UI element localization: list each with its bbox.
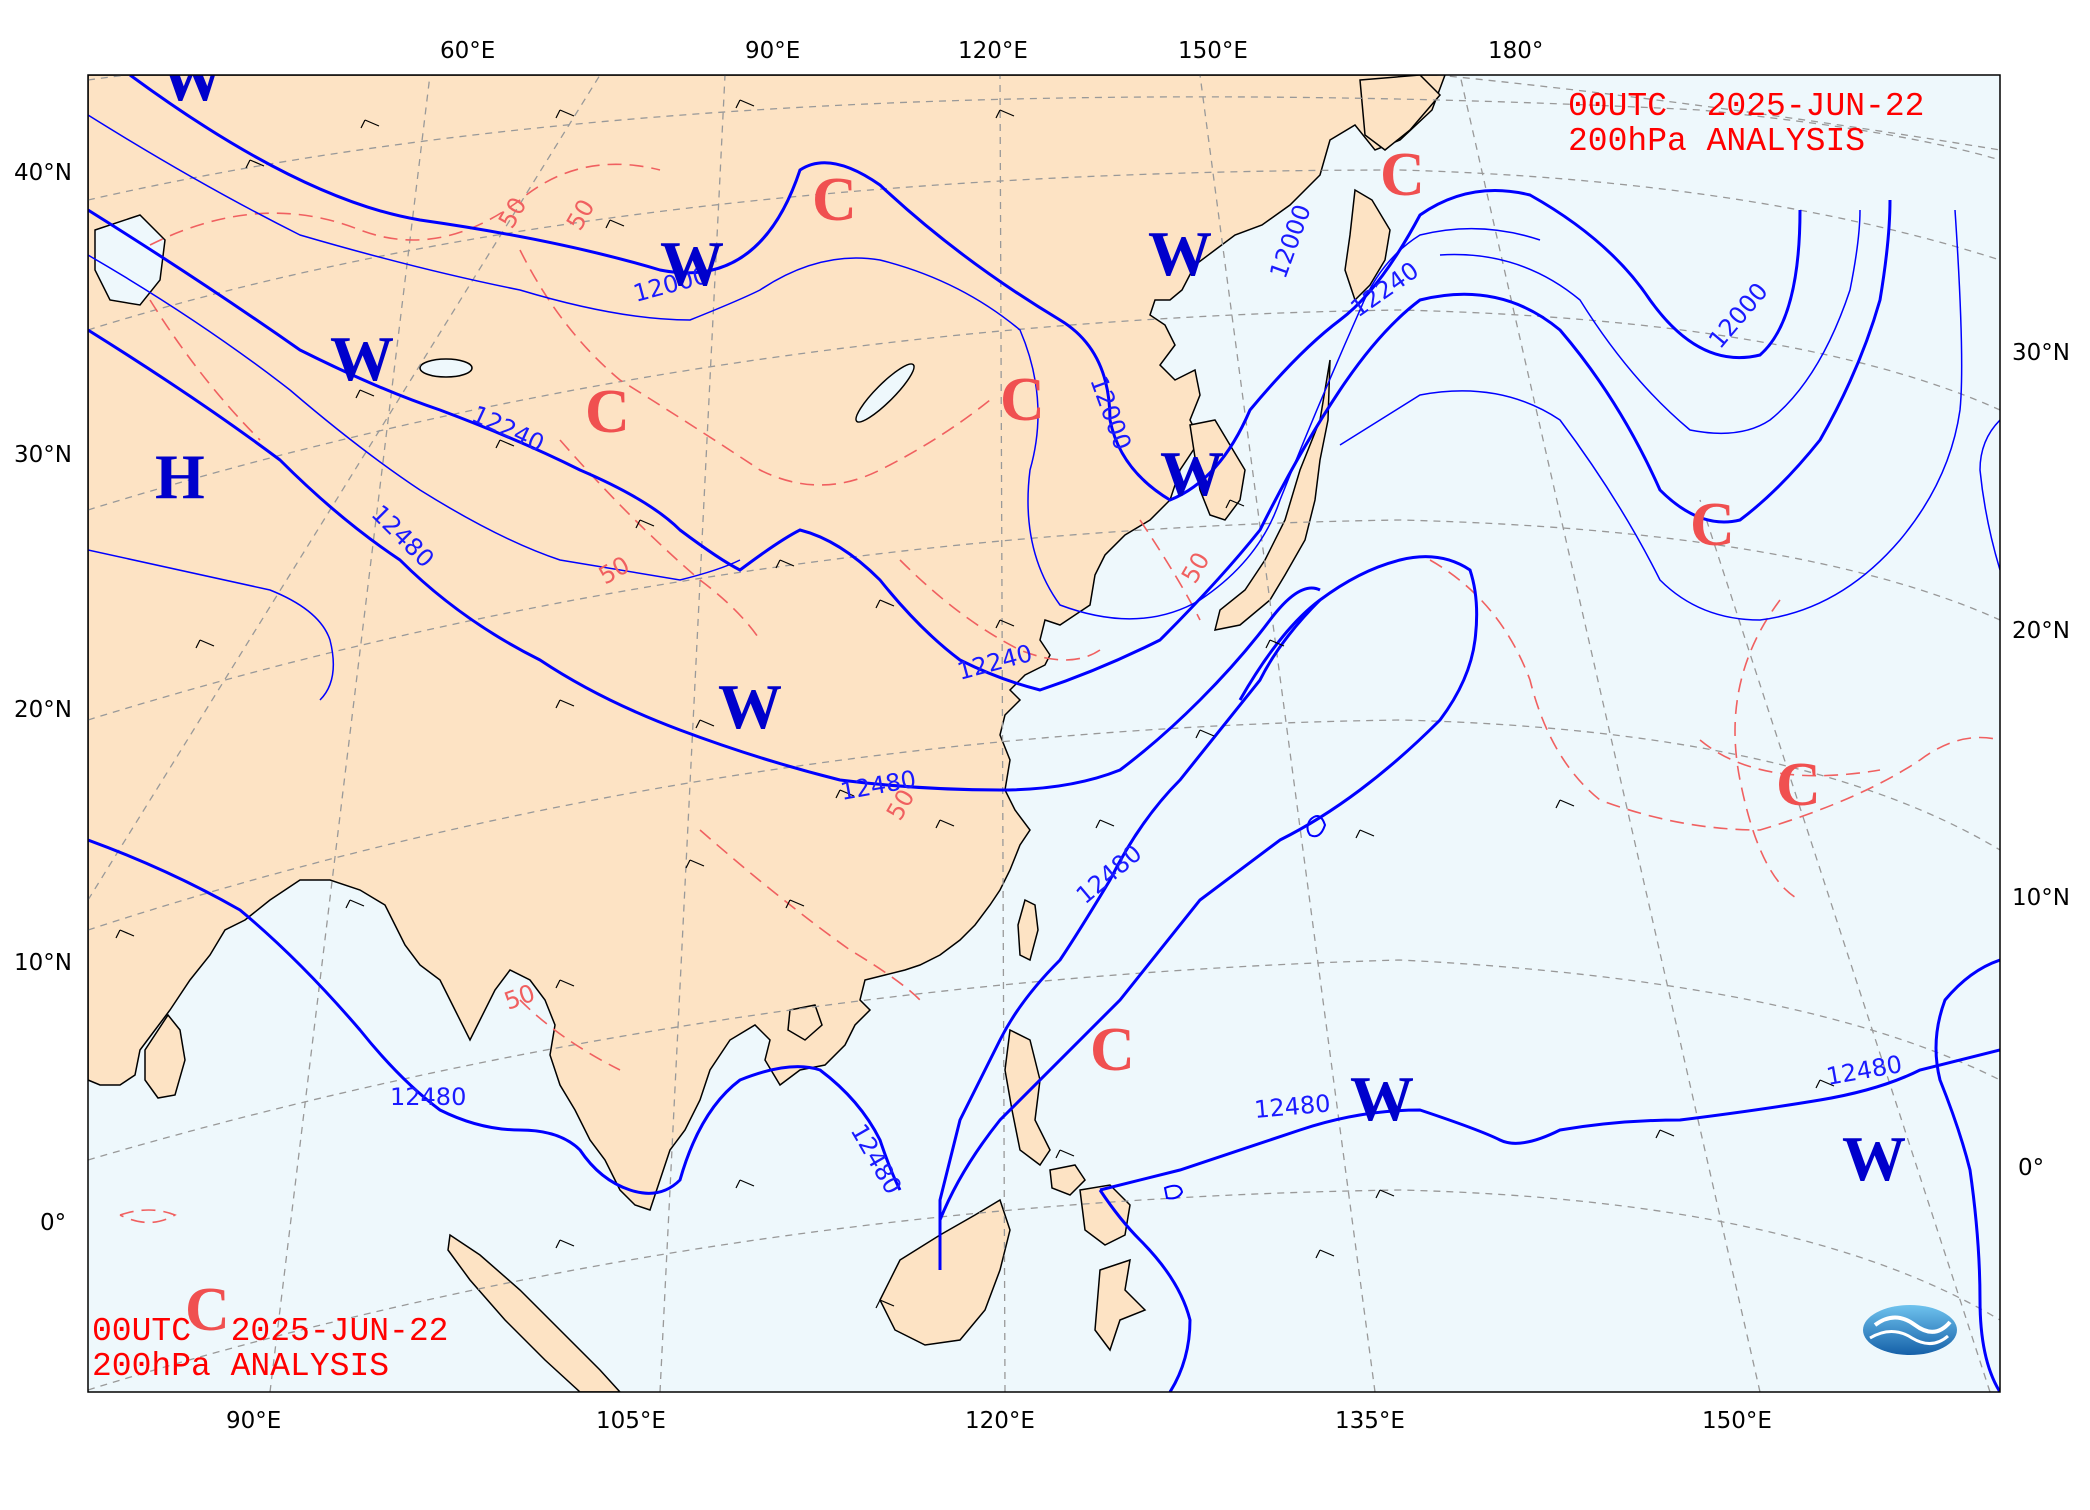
header-bottom: 00UTC 2025-JUN-22 200hPa ANALYSIS (92, 1313, 448, 1385)
contour-label: 12480 (1253, 1089, 1332, 1124)
borneo (879, 1198, 1011, 1346)
lon-label-105e-bottom: 105°E (596, 1408, 666, 1434)
philippines-visayas (1049, 1164, 1086, 1196)
hainan (787, 1004, 823, 1041)
cold-center-symbol: C (1000, 366, 1045, 434)
pressure-symbols: W W W W W W W W C C C C C C C C H (155, 43, 1906, 1344)
lat-label-30n-right: 30°N (2012, 340, 2070, 366)
lon-label-90e: 90°E (745, 38, 800, 64)
lat-label-20n-right: 20°N (2012, 618, 2070, 644)
header-bottom-line2: 200hPa ANALYSIS (92, 1348, 389, 1385)
station-plots (115, 99, 1835, 1309)
header-bottom-line1: 00UTC 2025-JUN-22 (92, 1313, 448, 1350)
sumatra (447, 1233, 622, 1392)
cold-center-symbol: C (1090, 1016, 1135, 1084)
philippines-luzon (1004, 1028, 1051, 1167)
lake-baikal (855, 363, 915, 423)
lat-label-10n-right: 10°N (2012, 885, 2070, 911)
graticule (88, 75, 2000, 1392)
sulawesi (1094, 1258, 1147, 1352)
lat-label-20n: 20°N (14, 697, 72, 723)
lat-label-40n: 40°N (14, 160, 72, 186)
top-lon-labels: 60°E 90°E 120°E 150°E 180° (440, 38, 1543, 64)
kamchatka (1359, 75, 1442, 151)
cold-center-symbol: C (585, 378, 630, 446)
cold-center-symbol: C (812, 166, 857, 234)
right-lat-labels: 30°N 20°N 10°N 0° (2012, 340, 2070, 1181)
header-top: 00UTC 2025-JUN-22 200hPa ANALYSIS (1568, 88, 1924, 160)
header-top-line1: 00UTC 2025-JUN-22 (1568, 88, 1924, 125)
warm-center-symbol: W (160, 43, 224, 114)
asia-landmass (88, 75, 1446, 1211)
warm-center-symbol: W (1350, 1063, 1414, 1134)
cold-center-symbol: C (1380, 141, 1425, 209)
lat-label-0: 0° (40, 1210, 66, 1236)
map-frame (87, 74, 2001, 1393)
cold-center-symbol: C (185, 1276, 230, 1344)
cwa-logo-icon (1863, 1305, 1957, 1355)
japan-hokkaido (1344, 188, 1391, 302)
lat-label-30n: 30°N (14, 442, 72, 468)
lon-label-90e-bottom: 90°E (226, 1408, 281, 1434)
left-lat-labels: 40°N 30°N 20°N 10°N 0° (14, 160, 72, 1236)
lon-label-150e: 150°E (1178, 38, 1248, 64)
cold-center-symbol: C (1776, 751, 1821, 819)
warm-center-symbol: W (1160, 438, 1224, 509)
lon-label-150e-bottom: 150°E (1702, 1408, 1772, 1434)
high-center-symbol: H (155, 441, 205, 512)
warm-center-symbol: W (718, 671, 782, 742)
warm-center-symbol: W (1842, 1123, 1906, 1194)
temperature-contours (119, 163, 2000, 1224)
aral-sea (419, 358, 473, 378)
japan-honshu (1213, 359, 1331, 631)
lon-label-120e: 120°E (958, 38, 1028, 64)
bottom-lon-labels: 90°E 105°E 120°E 135°E 150°E (226, 1408, 1772, 1434)
korea (1189, 419, 1246, 521)
lat-label-0-right: 0° (2018, 1155, 2044, 1181)
sri-lanka (144, 1013, 186, 1099)
taiwan (1017, 898, 1039, 962)
warm-center-symbol: W (660, 228, 724, 299)
cold-center-symbol: C (1690, 491, 1735, 559)
lon-label-120e-bottom: 120°E (965, 1408, 1035, 1434)
lon-label-180: 180° (1488, 38, 1543, 64)
contour-label: 12480 (390, 1083, 466, 1111)
header-top-line2: 200hPa ANALYSIS (1568, 123, 1865, 160)
warm-center-symbol: W (1148, 218, 1212, 289)
height-contours (88, 75, 2000, 1392)
lat-label-10n: 10°N (14, 950, 72, 976)
lon-label-135e-bottom: 135°E (1335, 1408, 1405, 1434)
lon-label-60e: 60°E (440, 38, 495, 64)
philippines-mindanao (1079, 1184, 1131, 1246)
warm-center-symbol: W (330, 323, 394, 394)
